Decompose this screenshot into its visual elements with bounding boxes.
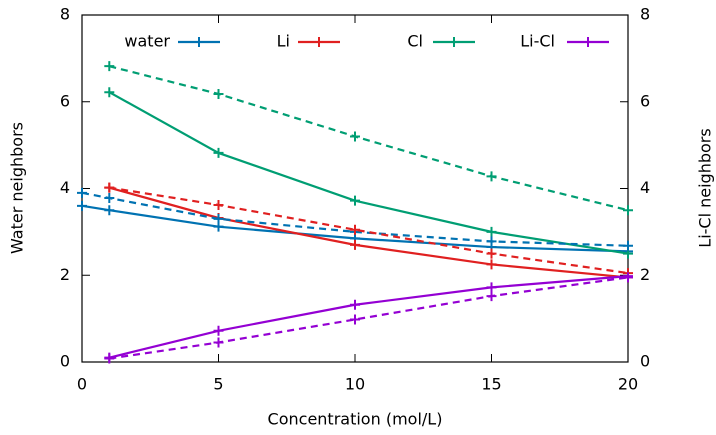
point — [486, 248, 497, 259]
y-tick-label: 2 — [60, 265, 70, 284]
point — [486, 236, 497, 247]
y-axis-label: Water neighbors — [8, 122, 27, 254]
point — [486, 171, 497, 182]
x-tick-label: 0 — [77, 375, 87, 394]
dashed-line — [81, 191, 629, 247]
point — [104, 182, 115, 193]
legend-marker — [194, 37, 204, 47]
point — [350, 131, 360, 142]
point — [350, 299, 360, 310]
line — [108, 91, 629, 255]
point — [623, 205, 633, 216]
point — [350, 239, 360, 250]
y2-tick-label: 2 — [640, 265, 650, 284]
y-tick-label: 4 — [60, 178, 70, 197]
plot-frame — [81, 14, 629, 363]
point — [104, 205, 115, 216]
point — [213, 147, 224, 158]
legend-marker — [314, 37, 324, 47]
point — [213, 199, 224, 210]
point — [77, 187, 87, 198]
point — [104, 193, 115, 204]
legend-label: Li — [277, 32, 290, 51]
x-axis-label: Concentration (mol/L) — [268, 410, 443, 429]
legend-marker — [449, 37, 459, 47]
point — [486, 226, 497, 237]
point — [350, 224, 360, 235]
y2-axis-label: Li-Cl neighbors — [696, 128, 715, 247]
y2-tick-label: 0 — [640, 352, 650, 371]
dashed-line — [109, 276, 629, 360]
y2-tick-label: 8 — [640, 5, 650, 24]
point — [350, 314, 360, 325]
legend-label: Cl — [407, 32, 423, 51]
point — [104, 61, 115, 72]
point — [104, 87, 115, 98]
y-tick-label: 0 — [60, 352, 70, 371]
point — [213, 325, 224, 336]
y-tick-label: 8 — [60, 5, 70, 24]
point — [77, 200, 87, 211]
x-tick-label: 5 — [213, 375, 223, 394]
point — [486, 259, 497, 270]
legend-label: Li-Cl — [520, 32, 555, 51]
dashed-line — [109, 65, 629, 212]
x-tick-label: 20 — [618, 375, 638, 394]
point — [213, 88, 224, 99]
point — [350, 195, 360, 206]
point — [623, 272, 633, 283]
point — [213, 213, 224, 224]
point — [486, 282, 497, 293]
x-tick-label: 10 — [345, 375, 365, 394]
legend-label: water — [124, 32, 170, 51]
point — [623, 240, 633, 251]
y-tick-label: 6 — [60, 91, 70, 110]
dashed-line — [109, 186, 629, 275]
legend-marker — [583, 37, 593, 47]
y2-tick-label: 4 — [640, 178, 650, 197]
y2-tick-label: 6 — [640, 91, 650, 110]
x-tick-label: 15 — [481, 375, 501, 394]
point — [213, 337, 224, 348]
point — [486, 291, 497, 302]
point — [104, 353, 115, 364]
